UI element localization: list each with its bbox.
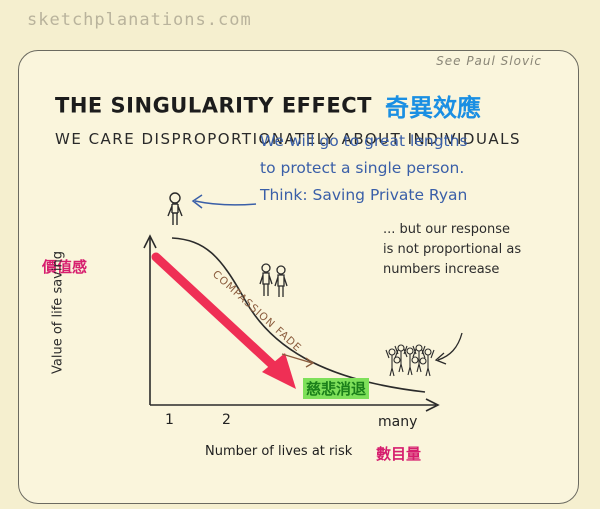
note-proportional: ... but our response is not proportional… [383, 220, 521, 280]
y-axis-arrowhead [143, 234, 157, 249]
compassion-fade-pointer [281, 353, 315, 368]
two-people-icon [259, 263, 288, 297]
note-single-person: We will go to great lengths to protect a… [260, 128, 468, 209]
axes [143, 234, 440, 412]
subtitle: WE CARE DISPROPORTIONATELY ABOUT INDIVID… [55, 130, 522, 148]
single-person-icon [167, 192, 183, 225]
note-line: numbers increase [383, 262, 500, 277]
credit-text: See Paul Slovic [436, 54, 542, 68]
y-axis-label: Value of life saving [50, 251, 66, 374]
annotation-arrow-right [434, 332, 463, 365]
page-title: THE SINGULARITY EFFECT [55, 93, 372, 118]
annotation-arrows [191, 194, 257, 209]
sketch-card: See Paul Slovic THE SINGULARITY EFFECT 奇… [18, 50, 579, 504]
site-name: sketchplanations.com [27, 10, 252, 30]
compassion-fade-label: COMPASSION FADE [210, 268, 304, 354]
compassion-fade-arrow [151, 252, 296, 389]
x-axis-label: Number of lives at risk [205, 444, 353, 459]
title-row: THE SINGULARITY EFFECT 奇異效應 [55, 88, 481, 123]
note-line: Think: Saving Private Ryan [260, 186, 468, 204]
page-title-cjk: 奇異效應 [385, 94, 482, 122]
note-line: ... but our response [383, 222, 510, 237]
x-tick-1: 1 [165, 412, 174, 428]
x-axis-label-cjk: 數目量 [376, 445, 422, 463]
crowd-icon [385, 344, 435, 377]
note-line: is not proportional as [383, 242, 522, 257]
x-tick-2: 2 [222, 412, 231, 428]
value-curve [171, 237, 426, 393]
y-axis-label-cjk: 價值感 [42, 258, 88, 276]
note-line: We will go to great lengths [260, 132, 468, 150]
x-tick-many: many [378, 414, 418, 430]
compassion-fade-label-cjk: 慈悲消退 [303, 378, 370, 399]
note-line: to protect a single person. [260, 159, 465, 177]
x-axis-arrowhead [425, 398, 440, 412]
